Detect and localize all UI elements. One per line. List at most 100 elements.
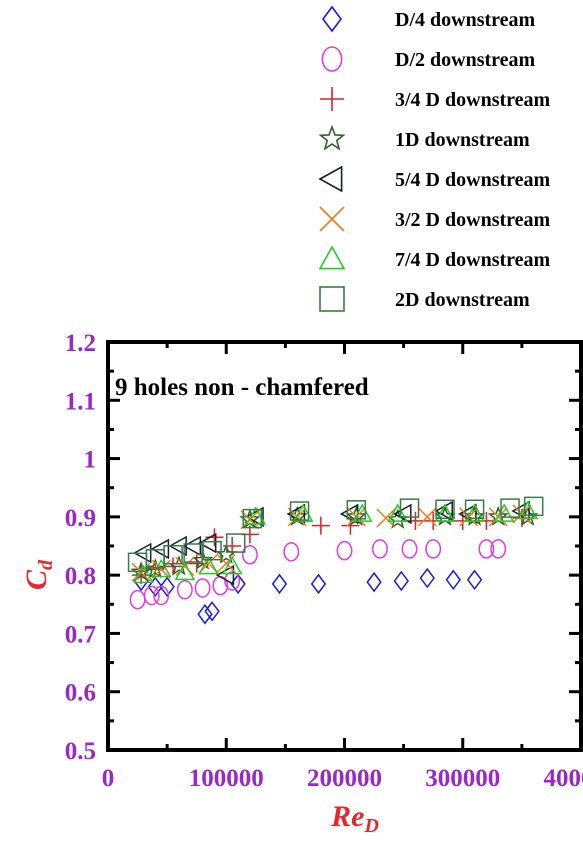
legend: D/4 downstream D/2 downstream 3/4 D downst… — [318, 5, 551, 312]
data-point — [464, 503, 485, 522]
data-point — [464, 499, 485, 520]
data-point — [147, 576, 163, 598]
data-point — [194, 578, 211, 598]
data-point — [245, 506, 264, 528]
data-point — [198, 555, 219, 575]
data-point — [289, 501, 310, 521]
legend-entry: 2D downstream — [319, 286, 530, 312]
data-point — [175, 556, 195, 576]
legend-entry: 3/2 D downstream — [319, 206, 551, 232]
y-tick-label: 0.5 — [65, 738, 96, 765]
legend-label: 7/4 D downstream — [395, 249, 551, 271]
data-point — [221, 555, 243, 575]
data-point — [163, 544, 183, 565]
data-point — [242, 508, 263, 529]
x-axis-title-sub: D — [363, 815, 378, 837]
y-axis-title-main: C — [20, 569, 53, 590]
data-point — [144, 558, 166, 579]
y-tick-label: 0.9 — [65, 505, 96, 532]
data-point — [399, 498, 420, 518]
data-point — [366, 571, 382, 593]
data-point — [271, 573, 288, 595]
annotation-label: 9 holes non - chamfered — [115, 374, 369, 401]
data-point — [224, 571, 241, 591]
x-tick-label: 300000 — [425, 765, 500, 792]
data-point — [168, 535, 187, 557]
data-point — [387, 503, 408, 522]
x-axis-title-main: Re — [330, 800, 364, 833]
data-point — [132, 542, 152, 564]
legend-entry: D/4 downstream — [322, 5, 536, 33]
y-tick-label: 1.1 — [65, 388, 96, 415]
y-axis-title: Cd — [20, 559, 57, 590]
data-point — [434, 503, 456, 522]
data-point — [153, 585, 170, 606]
data-point — [176, 579, 193, 600]
data-point — [500, 498, 520, 518]
data-point — [466, 569, 483, 591]
data-point — [490, 539, 507, 559]
legend-marker — [320, 87, 344, 111]
legend-entry: 3/4 D downstream — [320, 87, 551, 111]
data-point — [205, 528, 224, 547]
legend-marker — [318, 124, 346, 151]
data-point — [445, 569, 461, 591]
legend-label: D/2 downstream — [395, 49, 536, 71]
legend-marker — [319, 286, 345, 312]
data-point — [406, 511, 425, 530]
data-point — [351, 503, 373, 522]
y-tick-label: 1.2 — [65, 330, 96, 357]
legend-entry: 1D downstream — [318, 124, 530, 151]
series-2d-downstream — [127, 496, 544, 573]
data-point — [346, 500, 367, 520]
y-tick-label: 0.7 — [65, 621, 96, 648]
x-tick-label: 0 — [102, 765, 115, 792]
data-point — [435, 499, 455, 520]
data-point — [174, 561, 196, 581]
legend-marker — [318, 165, 343, 193]
data-point — [183, 543, 203, 563]
svg-text:ReD: ReD — [330, 800, 379, 837]
data-point — [292, 503, 314, 522]
x-tick-label: 100000 — [189, 765, 264, 792]
data-point — [425, 539, 442, 559]
x-axis-title: ReD — [330, 800, 379, 837]
legend-label: 3/4 D downstream — [395, 89, 551, 111]
legend-entry: D/2 downstream — [321, 46, 536, 72]
data-point — [202, 540, 222, 561]
data-point — [133, 564, 154, 584]
legend-label: 5/4 D downstream — [395, 169, 551, 191]
x-tick-label: 400000 — [544, 765, 583, 792]
data-point — [517, 500, 539, 519]
data-point — [245, 506, 267, 525]
data-point — [372, 539, 388, 559]
data-point — [130, 561, 152, 582]
data-point — [310, 573, 327, 595]
legend-entry: 7/4 D downstream — [318, 245, 551, 271]
data-point — [150, 538, 170, 560]
data-point — [493, 503, 515, 522]
data-point — [129, 589, 146, 610]
data-point — [197, 532, 217, 554]
data-point — [197, 603, 213, 625]
data-point — [283, 542, 300, 562]
data-point — [478, 539, 495, 559]
data-point — [143, 585, 160, 606]
legend-marker — [319, 206, 345, 232]
axis-ticks: 0.5 0.6 0.7 0.8 0.9 1 1.1 1.2 0 100000 200000 30000… — [65, 330, 583, 792]
data-point — [419, 567, 435, 589]
data-point — [311, 516, 330, 535]
data-point — [159, 576, 175, 598]
legend-label: 1D downstream — [395, 129, 530, 151]
legend-marker — [318, 245, 346, 270]
data-point — [182, 535, 202, 557]
series-7-4-d-downstream — [133, 500, 539, 584]
data-point — [417, 507, 437, 527]
data-point — [225, 533, 246, 553]
data-point — [376, 508, 396, 528]
data-point — [336, 540, 353, 561]
legend-label: 3/2 D downstream — [395, 209, 551, 231]
series-d-2-downstream — [129, 539, 507, 610]
data-point — [204, 601, 220, 622]
